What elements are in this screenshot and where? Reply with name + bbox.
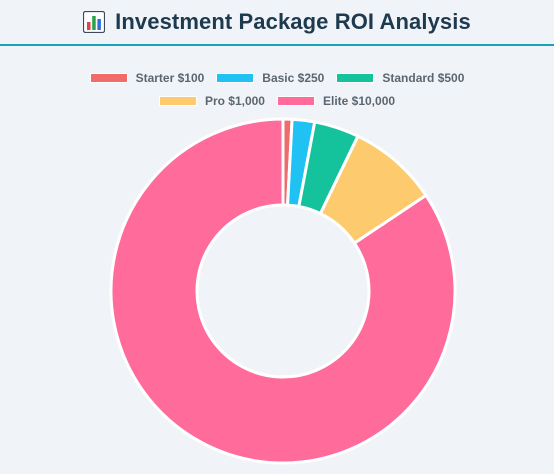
doughnut-slice[interactable]: [109, 117, 457, 465]
legend-swatch: [89, 72, 128, 83]
legend-item[interactable]: Pro $1,000: [158, 93, 265, 108]
legend-item[interactable]: Standard $500: [336, 70, 464, 85]
legend-item[interactable]: Basic $250: [216, 70, 324, 85]
chart-slices: [109, 117, 457, 465]
legend-label: Elite $10,000: [322, 93, 396, 108]
legend-item[interactable]: Elite $10,000: [276, 93, 396, 108]
legend-swatch: [158, 95, 197, 106]
legend-item[interactable]: Starter $100: [89, 70, 205, 85]
bar-chart-icon: [83, 11, 106, 33]
header-divider: [0, 44, 554, 46]
legend-label: Basic $250: [262, 70, 325, 85]
legend-swatch: [336, 72, 375, 83]
chart-legend: Starter $100 Basic $250 Standard $500 Pro $…: [0, 70, 554, 108]
legend-swatch: [276, 95, 315, 106]
legend-label: Pro $1,000: [204, 93, 265, 108]
legend-swatch: [216, 72, 255, 83]
chart-header: Investment Package ROI Analysis: [0, 0, 554, 44]
legend-label: Starter $100: [135, 70, 205, 85]
chart-title: Investment Package ROI Analysis: [115, 9, 471, 34]
legend-label: Standard $500: [382, 70, 465, 85]
